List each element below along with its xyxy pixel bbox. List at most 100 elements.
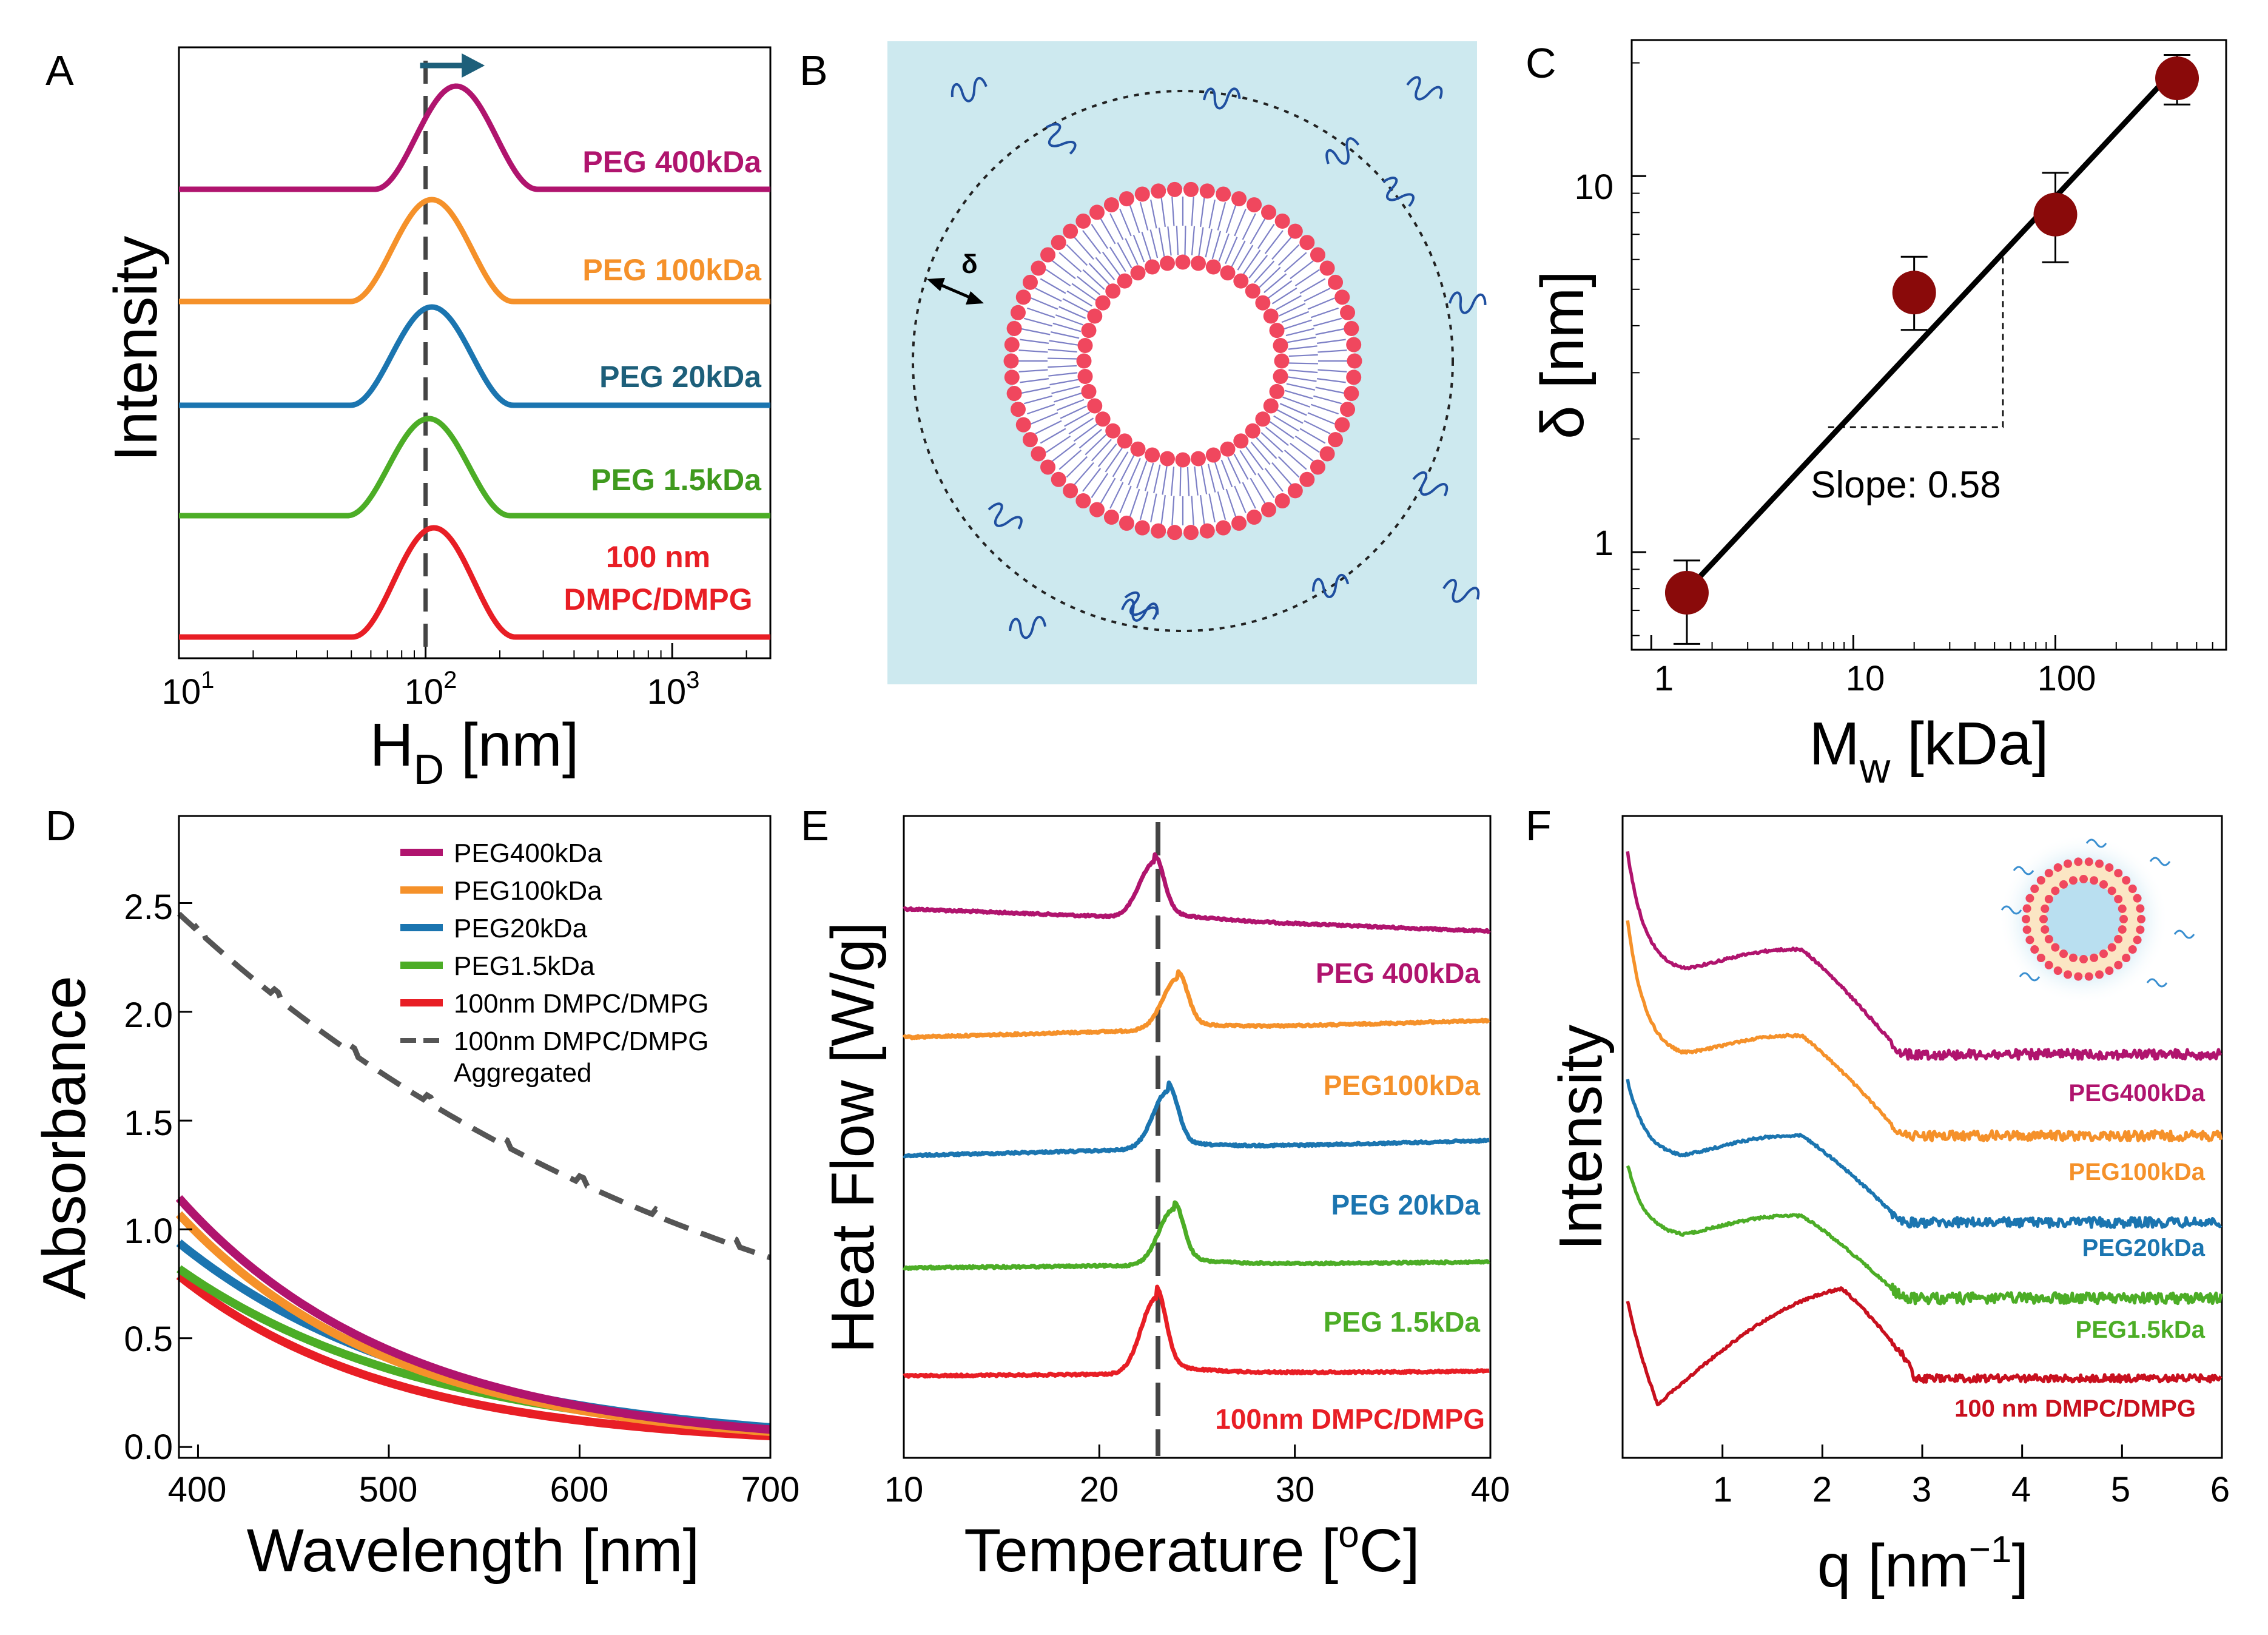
panel-e-label-peg20: PEG 20kDa	[1331, 1189, 1481, 1221]
panel-c-xtick-10: 10	[1846, 659, 1885, 698]
lipid-head	[1006, 320, 1022, 336]
inset-lipid-head	[2044, 935, 2053, 943]
lipid-head	[1334, 289, 1350, 305]
panel-f-xlabel: q [nm−1]	[1817, 1529, 2029, 1600]
lipid-tail	[1282, 396, 1311, 408]
lipid-tail	[1048, 372, 1078, 377]
lipid-tail	[1018, 349, 1048, 353]
lipid-tail	[1217, 491, 1227, 521]
lipid-tail	[1205, 228, 1213, 258]
panel-c-xtick-100: 100	[2037, 659, 2096, 698]
lipid-head	[1134, 520, 1150, 536]
panel-a-label-peg15: PEG 1.5kDa	[591, 463, 762, 497]
inset-lipid-head	[2074, 972, 2083, 981]
lipid-tail	[1031, 412, 1058, 425]
lipid-tail	[1144, 462, 1154, 491]
lipid-tail	[1179, 467, 1182, 496]
lipid-tail	[1225, 488, 1237, 517]
lipid-head	[1263, 398, 1279, 414]
panel-f-curve-peg1-5kda	[1626, 1165, 2223, 1306]
panel-a-curve-peg-1-5kda	[178, 416, 772, 519]
lipid-tail	[1198, 227, 1204, 257]
lipid-head	[1175, 452, 1191, 468]
lipid-tail	[1208, 199, 1216, 229]
lipid-tail	[1191, 197, 1194, 226]
lipid-head	[1346, 369, 1362, 385]
panel-d-ytick-10: 1.0	[124, 1212, 173, 1251]
lipid-head	[1231, 191, 1247, 207]
panel-e-label-peg15: PEG 1.5kDa	[1324, 1306, 1481, 1338]
lipid-tail	[1170, 467, 1175, 496]
inset-lipid-head	[2114, 935, 2123, 943]
inset-lipid-head	[2128, 945, 2137, 954]
lipid-tail	[1290, 260, 1314, 280]
lipid-head	[1233, 433, 1249, 449]
lipid-tail	[1271, 237, 1292, 260]
lipid-head	[1006, 386, 1022, 402]
lipid-tail	[1299, 278, 1326, 294]
lipid-head	[1167, 525, 1183, 541]
peg-chain	[988, 502, 1023, 530]
lipid-tail	[1066, 290, 1092, 307]
panel-e-ticks	[903, 1445, 1492, 1458]
panel-letter-b: B	[799, 47, 828, 94]
inset-lipid-head	[2107, 943, 2116, 952]
lipid-tail	[1100, 218, 1116, 244]
lipid-tail	[1052, 442, 1076, 462]
inset-lipid-head	[2074, 857, 2083, 866]
lipid-head	[1095, 411, 1111, 427]
lipid-head	[1075, 493, 1091, 509]
lipid-tail	[1082, 230, 1102, 254]
lipid-tail	[1097, 443, 1117, 467]
inset-lipid-head	[2041, 925, 2050, 934]
lipid-head	[1299, 471, 1315, 487]
lipid-head	[1105, 423, 1121, 439]
panel-d-xtick-600: 600	[550, 1470, 609, 1509]
lipid-tail	[1128, 457, 1141, 485]
data-point	[1892, 271, 1936, 315]
lipid-tail	[1276, 409, 1304, 424]
lipid-tail	[1234, 485, 1247, 513]
lipid-head	[1151, 183, 1166, 199]
lipid-tail	[1139, 491, 1149, 521]
peg-chain	[1412, 471, 1449, 497]
lipid-head	[1175, 254, 1191, 270]
inset-peg-chain	[2085, 838, 2107, 848]
legend-label-100nm-dmpc-dmpg: 100nm DMPC/DMPG	[454, 989, 709, 1019]
lipid-tail	[1020, 339, 1049, 344]
panel-a-label-dmpc-1: 100 nm	[606, 540, 710, 574]
lipid-head	[1247, 509, 1262, 525]
inset-lipid-head	[2136, 904, 2145, 913]
lipid-head	[1089, 204, 1105, 220]
lipid-head	[1310, 459, 1325, 475]
lipid-tail	[1290, 442, 1314, 462]
lipid-head	[1051, 235, 1066, 251]
lipid-tail	[1217, 201, 1227, 231]
lipid-tail	[1136, 460, 1148, 489]
lipid-head	[1199, 183, 1215, 199]
panel-e-curve-peg-400kda	[903, 852, 1491, 934]
lipid-tail	[1023, 395, 1052, 405]
panel-b: δ	[887, 41, 1487, 684]
lipid-tail	[1171, 197, 1175, 226]
inset-lipid-head	[2119, 915, 2128, 923]
lipid-head	[1076, 353, 1092, 369]
lipid-tail	[1129, 205, 1140, 234]
lipid-tail	[1109, 213, 1124, 240]
panel-e-curves	[902, 852, 1491, 1379]
peg-chain	[951, 76, 988, 103]
lipid-head	[1287, 483, 1303, 499]
inset-lipid-head	[2022, 925, 2031, 934]
lipid-tail	[1233, 453, 1249, 480]
data-point	[2155, 56, 2199, 101]
inset-lipid-head	[2025, 894, 2034, 903]
lipid-head	[1231, 515, 1247, 531]
lipid-head	[1346, 337, 1362, 352]
panel-e-curve-peg-1-5kda	[902, 1200, 1490, 1271]
lipid-head	[1274, 213, 1290, 229]
panel-e-curve-100nm-dmpc-dmpg	[903, 1284, 1490, 1379]
lipid-head	[1199, 523, 1215, 539]
lipid-tail	[1264, 468, 1284, 492]
lipid-head	[1063, 223, 1078, 239]
lipid-head	[1077, 368, 1093, 384]
